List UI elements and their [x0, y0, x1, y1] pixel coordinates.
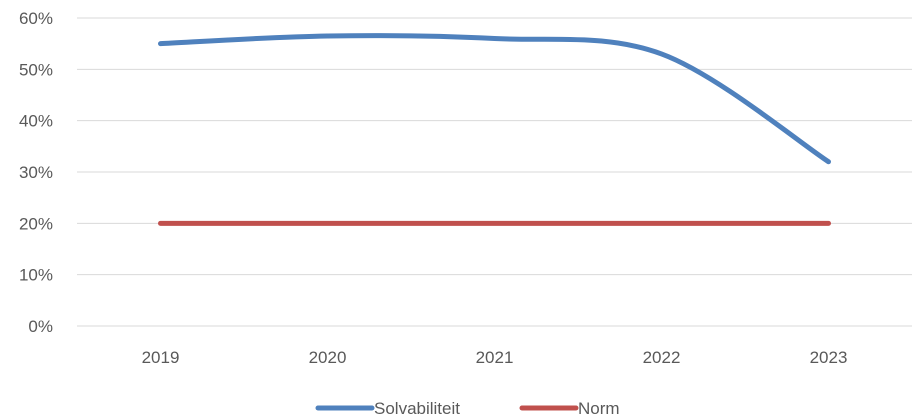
x-tick-label-2023: 2023: [810, 348, 848, 367]
legend-item-solvabiliteit: Solvabiliteit: [315, 399, 460, 418]
y-tick-label: 50%: [19, 60, 53, 79]
x-tick-label-2020: 2020: [309, 348, 347, 367]
y-tick-label: 40%: [19, 112, 53, 131]
gridlines: [77, 17, 912, 327]
series-line-solvabiliteit: [158, 33, 831, 165]
y-tick-label: 20%: [19, 214, 53, 233]
legend-label: Norm: [578, 399, 620, 418]
legend: Solvabiliteit Norm: [315, 399, 620, 418]
x-tick-label-2022: 2022: [643, 348, 681, 367]
y-tick-label: 0%: [28, 317, 53, 336]
legend-label: Solvabiliteit: [374, 399, 460, 418]
x-axis-tick-labels: 2019 2020 2021 2022 2023: [142, 348, 848, 367]
y-axis-tick-labels: 0% 10% 20% 30% 40% 50% 60%: [19, 9, 53, 336]
series-lines: [158, 33, 831, 226]
x-tick-label-2021: 2021: [476, 348, 514, 367]
y-tick-label: 60%: [19, 9, 53, 28]
y-tick-label: 10%: [19, 266, 53, 285]
x-tick-label-2019: 2019: [142, 348, 180, 367]
y-tick-label: 30%: [19, 163, 53, 182]
legend-item-norm: Norm: [519, 399, 620, 418]
